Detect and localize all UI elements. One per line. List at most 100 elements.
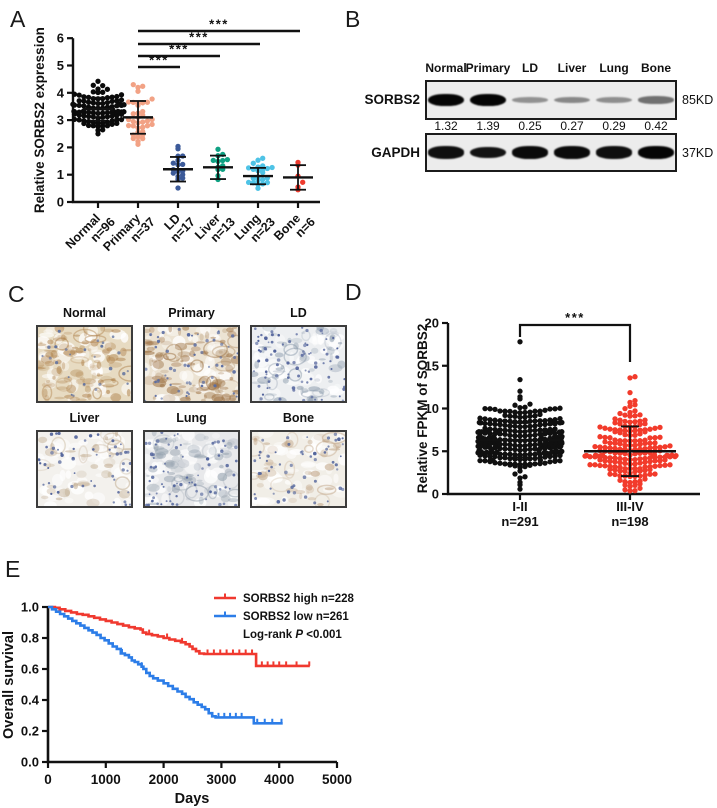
nucleus-dot bbox=[171, 502, 174, 506]
dot bbox=[547, 417, 553, 423]
dot bbox=[104, 110, 111, 116]
x-tick-label: 4000 bbox=[264, 772, 294, 787]
stain-blob bbox=[299, 492, 303, 500]
dot bbox=[617, 468, 623, 474]
stain-blob bbox=[152, 396, 157, 400]
dot bbox=[632, 461, 638, 467]
nucleus-dot bbox=[186, 391, 189, 394]
nucleus-dot bbox=[109, 455, 111, 457]
stain-blob bbox=[146, 483, 160, 492]
dot bbox=[632, 397, 638, 404]
dot bbox=[532, 418, 538, 424]
dot bbox=[632, 456, 638, 463]
nucleus-dot bbox=[55, 432, 58, 435]
dot bbox=[607, 463, 613, 470]
logrank-prefix: Log-rank bbox=[243, 629, 295, 641]
dot bbox=[492, 426, 498, 433]
stain-blob bbox=[47, 339, 54, 345]
nucleus-dot bbox=[322, 362, 325, 365]
nucleus-dot bbox=[257, 359, 261, 363]
nucleus-dot bbox=[309, 377, 313, 381]
stain-blob bbox=[310, 470, 320, 477]
nucleus-dot bbox=[175, 495, 178, 498]
tissue-ring bbox=[283, 343, 299, 356]
dot bbox=[642, 459, 648, 465]
stain-blob bbox=[203, 394, 207, 400]
stain-blob bbox=[155, 352, 164, 361]
stain-blob bbox=[38, 436, 48, 444]
stain-blob bbox=[193, 463, 202, 471]
nucleus-dot bbox=[259, 397, 263, 401]
dot bbox=[104, 95, 111, 101]
nucleus-dot bbox=[333, 432, 338, 436]
stain-blob bbox=[196, 386, 211, 392]
dot bbox=[117, 101, 123, 107]
blot-band-gapdh-ld bbox=[512, 146, 548, 159]
lumen-blob bbox=[211, 343, 225, 356]
dot bbox=[507, 446, 513, 452]
dot bbox=[549, 449, 555, 455]
tissue-ring bbox=[315, 440, 338, 457]
dot bbox=[100, 127, 106, 133]
nucleus-dot bbox=[302, 350, 305, 353]
stain-blob bbox=[187, 444, 200, 454]
stain-blob bbox=[219, 386, 229, 390]
blot-lane-label-liver: Liver bbox=[557, 61, 587, 75]
significance-bracket bbox=[518, 323, 632, 362]
dot bbox=[537, 418, 543, 424]
lumen-blob bbox=[333, 473, 339, 484]
stain-blob bbox=[308, 471, 312, 475]
nucleus-dot bbox=[83, 348, 87, 352]
tissue-ring bbox=[152, 434, 175, 453]
stain-blob bbox=[272, 370, 286, 373]
lumen-blob bbox=[192, 335, 199, 344]
tissue-ring bbox=[54, 337, 70, 351]
dot bbox=[144, 118, 151, 124]
nucleus-dot bbox=[168, 493, 171, 496]
nucleus-dot bbox=[52, 485, 57, 489]
nucleus-dot bbox=[147, 441, 152, 445]
dot bbox=[250, 160, 256, 166]
stain-blob bbox=[108, 452, 114, 459]
dot bbox=[71, 116, 78, 123]
nucleus-dot bbox=[98, 382, 102, 386]
dot bbox=[664, 452, 670, 459]
nucleus-dot bbox=[323, 451, 327, 454]
lumen-blob bbox=[227, 496, 238, 506]
dot bbox=[527, 446, 533, 453]
stain-blob bbox=[77, 480, 90, 487]
dot bbox=[557, 458, 563, 464]
stain-blob bbox=[164, 459, 175, 468]
nucleus-dot bbox=[126, 469, 129, 472]
nucleus-dot bbox=[49, 432, 54, 436]
stain-blob bbox=[96, 361, 102, 369]
nucleus-dot bbox=[186, 333, 191, 337]
nucleus-dot bbox=[90, 480, 93, 482]
tissue-ring bbox=[227, 488, 238, 498]
stain-blob bbox=[196, 479, 203, 482]
ihc-label-primary: Primary bbox=[168, 306, 215, 320]
dot bbox=[269, 164, 275, 171]
dot bbox=[517, 475, 523, 481]
blot-band-sorbs2-ld bbox=[512, 96, 548, 104]
nucleus-dot bbox=[200, 492, 204, 496]
stain-blob bbox=[186, 474, 194, 477]
stain-blob bbox=[328, 448, 341, 451]
nucleus-dot bbox=[308, 353, 310, 355]
dot bbox=[637, 418, 643, 424]
x-axis-title: Days bbox=[175, 791, 210, 807]
y-tick-label: 1 bbox=[57, 167, 64, 182]
stain-blob bbox=[182, 327, 190, 331]
nucleus-dot bbox=[162, 485, 165, 488]
dot bbox=[657, 444, 663, 450]
dot bbox=[85, 118, 92, 125]
nucleus-dot bbox=[258, 454, 261, 457]
nucleus-dot bbox=[220, 364, 224, 368]
nucleus-dot bbox=[113, 478, 116, 481]
nucleus-dot bbox=[232, 392, 235, 395]
dot bbox=[130, 123, 136, 129]
dot bbox=[642, 445, 648, 452]
stain-blob bbox=[159, 383, 165, 388]
dot bbox=[622, 412, 628, 418]
dot bbox=[76, 109, 82, 115]
